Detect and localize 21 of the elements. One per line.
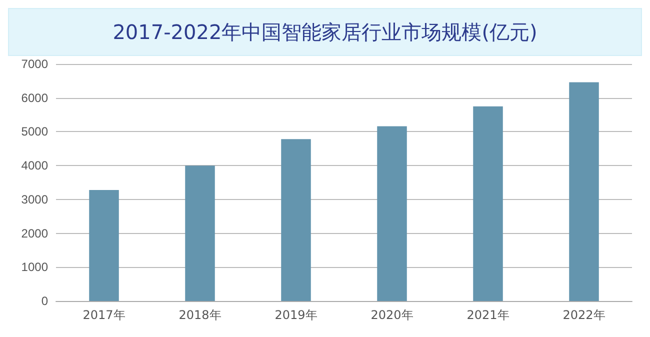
x-tick-label: 2020年 (370, 308, 414, 322)
y-tick-label: 3000 (21, 192, 48, 206)
bar (281, 139, 311, 301)
x-tick-label: 2022年 (562, 308, 606, 322)
x-tick-label: 2019年 (274, 308, 318, 322)
x-tick-label: 2017年 (82, 308, 126, 322)
y-tick-label: 6000 (21, 90, 48, 105)
y-tick-label: 7000 (21, 57, 48, 71)
title-banner: 2017-2022年中国智能家居行业市场规模(亿元) (8, 8, 642, 56)
x-tick-label: 2021年 (466, 308, 510, 322)
y-tick-label: 1000 (21, 260, 48, 274)
x-tick-label: 2018年 (178, 308, 222, 322)
bar (473, 106, 503, 301)
y-tick-label: 5000 (21, 124, 48, 139)
bar (185, 166, 215, 301)
y-tick-label: 0 (41, 294, 48, 308)
bar (89, 190, 119, 301)
bar (569, 82, 599, 301)
y-tick-label: 4000 (21, 158, 48, 173)
y-tick-label: 2000 (21, 226, 48, 240)
bar (377, 126, 407, 301)
